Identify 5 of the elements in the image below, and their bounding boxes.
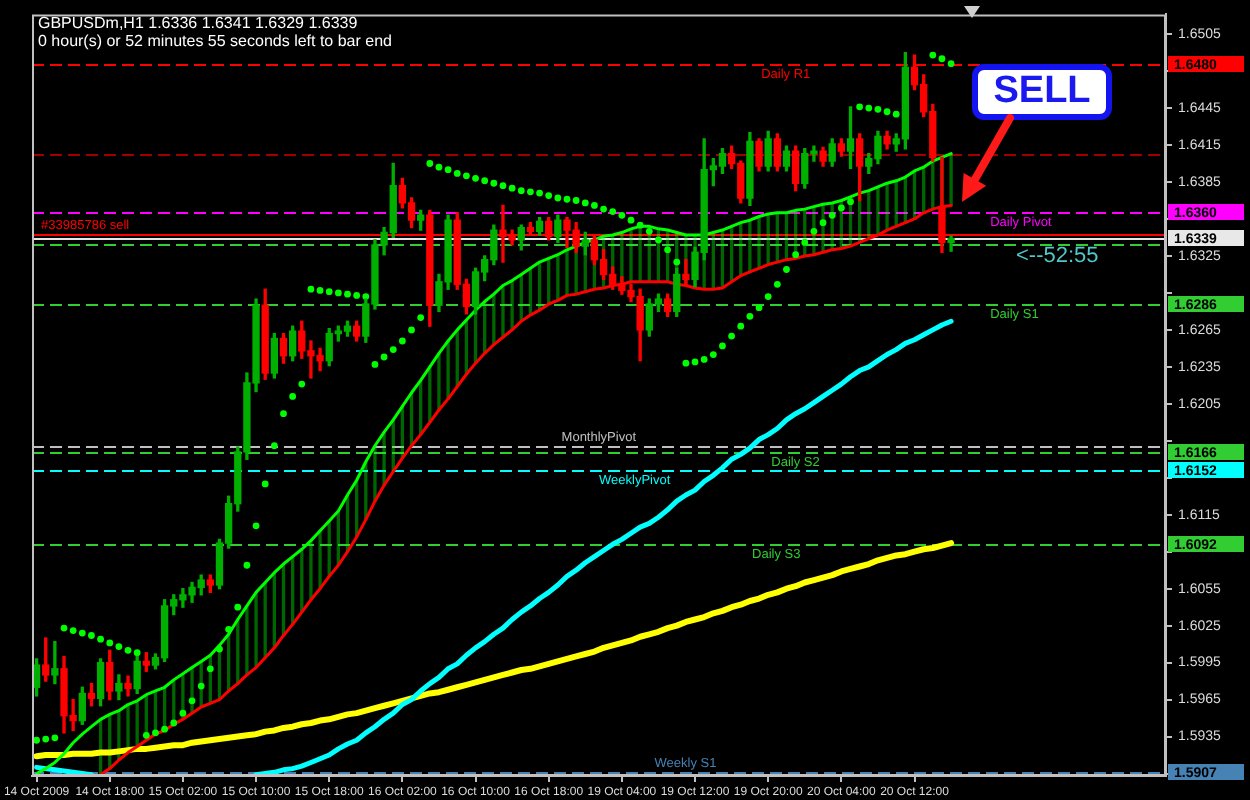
text: 0 hour(s) or 52 minutes 55 seconds left to bar end: [38, 32, 392, 50]
annotation: SELL: [972, 64, 1112, 120]
annotation: <--52:55: [1016, 244, 1099, 270]
candlestick: [51, 641, 59, 685]
chart-title: GBPUSDm,H1 1.6336 1.6341 1.6329 1.6339: [38, 14, 358, 32]
